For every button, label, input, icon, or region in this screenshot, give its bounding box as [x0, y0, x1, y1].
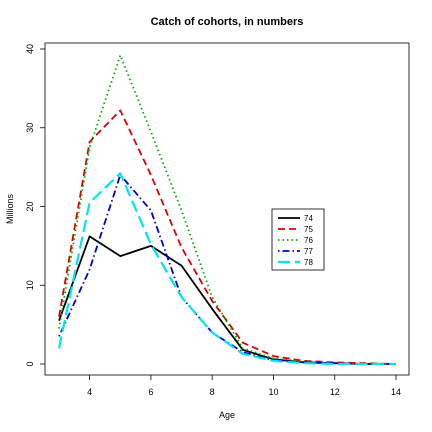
legend-label-74: 74 [304, 214, 313, 223]
series-line-74 [58, 235, 396, 365]
legend-label-75: 75 [304, 225, 313, 234]
x-axis-label: Age [219, 410, 235, 420]
legend-label-76: 76 [304, 236, 313, 245]
x-tick-label: 8 [210, 387, 215, 397]
x-tick-label: 12 [330, 387, 340, 397]
x-tick-label: 4 [87, 387, 92, 397]
chart-title: Catch of cohorts, in numbers [151, 16, 304, 28]
series-layer [57, 54, 397, 366]
x-tick-label: 6 [148, 387, 153, 397]
y-axis-label: Millions [5, 194, 15, 225]
series-line-78 [57, 172, 396, 366]
plot-frame [44, 42, 410, 376]
y-tick-label: 40 [25, 44, 35, 54]
legend: 74 75 76 77 78 [271, 208, 325, 271]
y-tick-label: 20 [25, 201, 35, 211]
y-tick-label: 0 [25, 361, 35, 366]
x-tick-label: 10 [268, 387, 278, 397]
legend-label-77: 77 [304, 247, 313, 256]
series-line-77 [58, 174, 396, 365]
legend-label-78: 78 [304, 258, 313, 267]
y-tick-label: 10 [25, 280, 35, 290]
y-tick-label: 30 [25, 123, 35, 133]
x-tick-label: 14 [391, 387, 401, 397]
legend-box [271, 208, 325, 271]
x-axis: 4 6 8 10 12 14 [87, 375, 401, 397]
series-line-75 [58, 109, 397, 365]
y-axis: 0 10 20 30 40 [25, 44, 45, 367]
